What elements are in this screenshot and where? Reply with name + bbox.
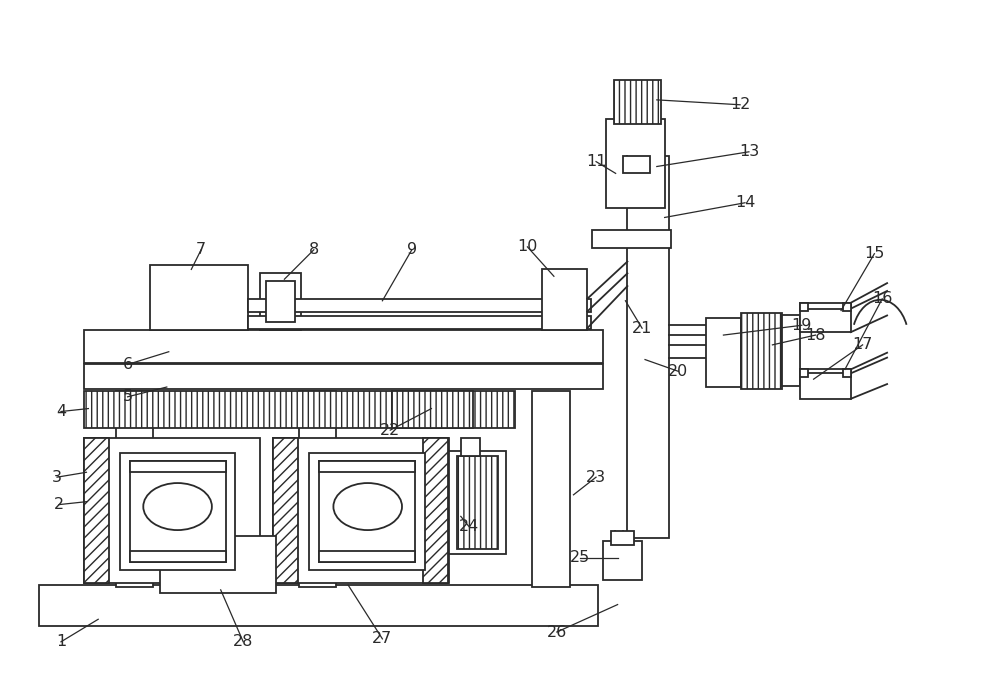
Bar	[532, 391, 570, 587]
Bar	[592, 230, 671, 248]
Text: 27: 27	[372, 632, 393, 647]
Bar	[423, 438, 448, 583]
Text: 28: 28	[233, 634, 253, 649]
Bar	[248, 299, 591, 311]
Text: 1: 1	[56, 634, 66, 649]
Bar	[741, 313, 782, 389]
Bar	[273, 438, 298, 583]
Bar	[706, 318, 741, 387]
Text: 12: 12	[730, 97, 750, 112]
Bar	[449, 451, 506, 554]
Text: 10: 10	[517, 240, 538, 255]
Bar	[273, 438, 449, 583]
Text: 5: 5	[123, 389, 133, 404]
Text: 16: 16	[872, 291, 892, 306]
Text: 14: 14	[735, 195, 755, 211]
Bar	[392, 391, 473, 428]
Bar	[84, 438, 260, 583]
Bar	[622, 156, 650, 173]
Bar	[800, 303, 808, 311]
Text: 13: 13	[739, 144, 759, 159]
Bar	[606, 119, 665, 208]
Text: 7: 7	[196, 242, 206, 257]
Bar	[782, 315, 800, 386]
Text: 21: 21	[632, 321, 652, 336]
Text: 24: 24	[459, 519, 479, 533]
Bar	[150, 265, 248, 330]
Text: 26: 26	[547, 624, 567, 640]
Bar	[603, 541, 642, 580]
Bar	[120, 453, 235, 570]
Bar	[299, 391, 336, 587]
Text: 11: 11	[586, 154, 606, 169]
Text: 22: 22	[380, 422, 400, 437]
Ellipse shape	[333, 483, 402, 530]
Bar	[800, 370, 808, 377]
Bar	[266, 281, 295, 322]
Bar	[248, 316, 591, 329]
Text: 20: 20	[668, 364, 688, 379]
Text: 3: 3	[52, 470, 62, 485]
Bar	[84, 438, 109, 583]
Bar	[461, 438, 480, 456]
Text: 19: 19	[792, 318, 812, 333]
Text: 8: 8	[309, 242, 319, 257]
Bar	[39, 585, 598, 626]
Bar	[614, 81, 661, 125]
Text: 17: 17	[852, 337, 873, 352]
Bar	[84, 391, 515, 428]
Bar	[800, 370, 851, 399]
Text: 9: 9	[407, 242, 417, 257]
Bar	[130, 460, 226, 563]
Bar	[309, 453, 425, 570]
Bar	[260, 274, 301, 330]
Text: 2: 2	[54, 497, 64, 512]
Bar	[843, 370, 851, 377]
Bar	[457, 456, 498, 549]
Text: 6: 6	[123, 357, 133, 372]
Bar	[319, 550, 415, 563]
Ellipse shape	[143, 483, 212, 530]
Bar	[84, 364, 603, 389]
Bar	[130, 460, 226, 473]
Text: 18: 18	[805, 328, 826, 343]
Bar	[160, 536, 276, 593]
Text: 4: 4	[56, 404, 66, 419]
Bar	[84, 330, 603, 364]
Text: 15: 15	[864, 246, 885, 261]
Bar	[116, 391, 153, 587]
Bar	[800, 303, 851, 332]
Text: 23: 23	[586, 470, 606, 485]
Bar	[319, 460, 415, 563]
Bar	[542, 269, 587, 330]
Bar	[130, 550, 226, 563]
Bar	[627, 156, 669, 538]
Bar	[611, 531, 634, 545]
Text: 25: 25	[570, 550, 590, 565]
Bar	[843, 303, 851, 311]
Bar	[319, 460, 415, 473]
